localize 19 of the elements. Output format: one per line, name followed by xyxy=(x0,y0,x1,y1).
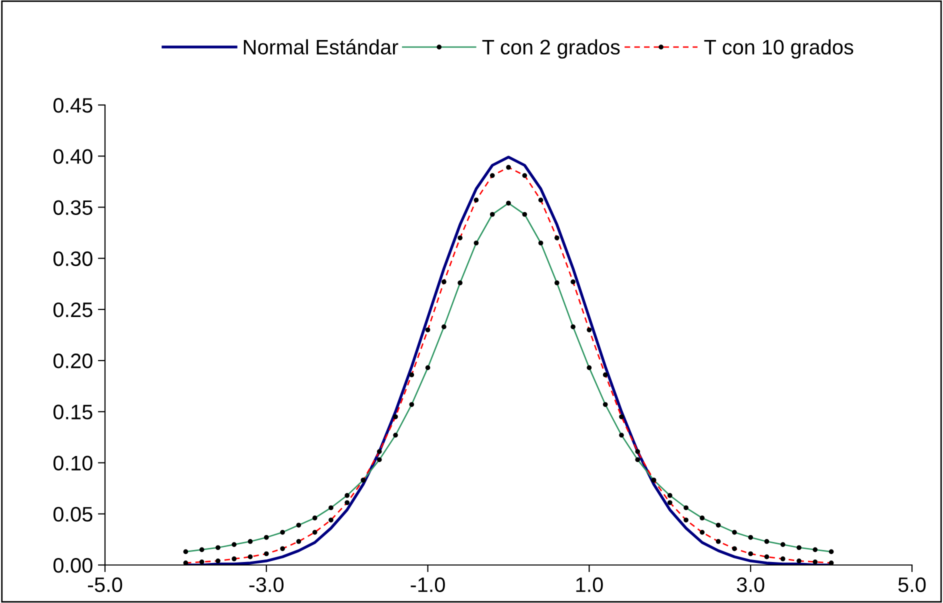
y-tick-label: 0.35 xyxy=(53,200,92,215)
legend-label: T con 2 grados xyxy=(482,39,620,59)
y-tick-label: 0.05 xyxy=(53,506,92,522)
legend-label: T con 10 grados xyxy=(704,39,854,59)
x-tick-label: 5.0 xyxy=(898,577,926,592)
y-tick-label: 0.45 xyxy=(53,98,92,113)
y-tick-label: 0.15 xyxy=(53,404,92,420)
y-tick-label: 0.10 xyxy=(53,456,92,471)
x-tick-label: 3.0 xyxy=(736,577,764,592)
legend-label: Normal Estándar xyxy=(244,38,398,55)
y-tick-label: 0.30 xyxy=(53,251,92,266)
y-tick-label: 0.20 xyxy=(53,354,92,368)
x-tick-label: -1.0 xyxy=(410,577,445,592)
x-tick-label: 1.0 xyxy=(576,577,603,592)
y-tick-label: 0.00 xyxy=(53,558,92,573)
y-tick-label: 0.40 xyxy=(53,149,92,164)
x-tick-label: -3.0 xyxy=(249,577,284,592)
y-tick-label: 0.25 xyxy=(53,302,92,318)
x-tick-label: -5.0 xyxy=(88,577,122,592)
